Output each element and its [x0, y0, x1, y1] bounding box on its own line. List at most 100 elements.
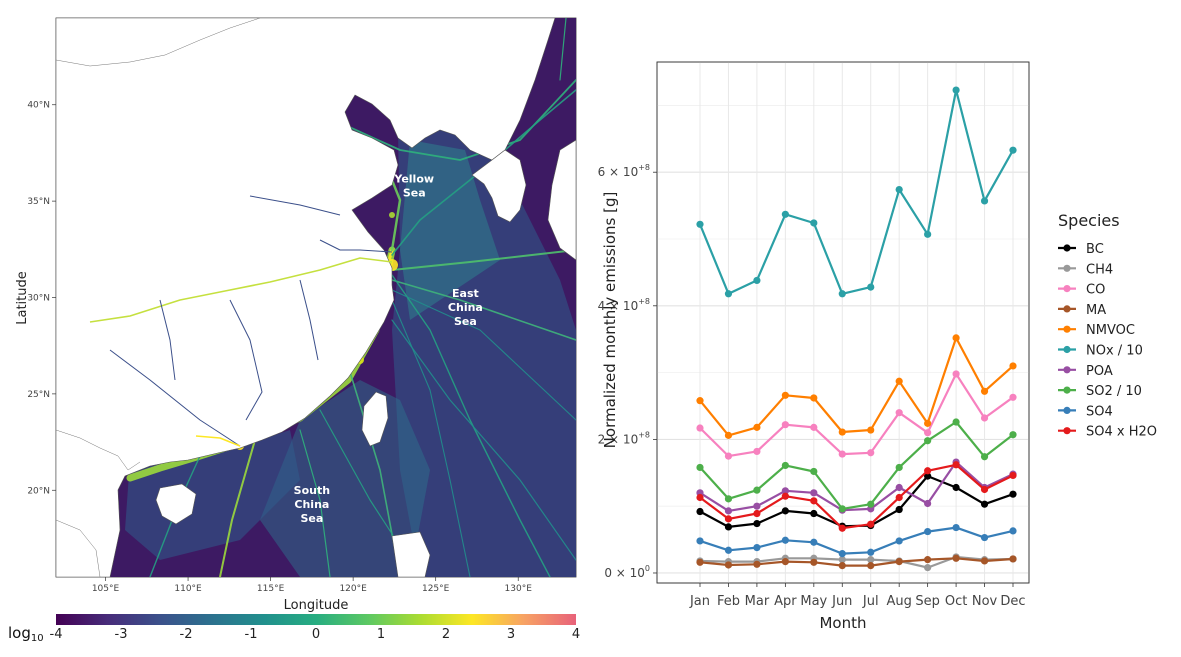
x-tick-label: Aug — [886, 594, 911, 609]
luzon-island — [391, 531, 431, 577]
shipping-route — [391, 274, 551, 577]
country-border-indochina — [56, 519, 101, 577]
shipping-route — [391, 279, 576, 341]
data-point — [781, 210, 789, 218]
data-point — [924, 437, 932, 445]
data-point — [895, 377, 903, 385]
x-tick-label: Jul — [862, 594, 879, 609]
lat-tick-label: 25°N — [27, 390, 50, 400]
data-point — [696, 537, 704, 545]
data-point — [895, 493, 903, 502]
colorbar-label: log10 — [8, 624, 44, 644]
colorbar-tick-label: 1 — [377, 627, 385, 642]
data-point — [924, 419, 932, 427]
shipping-route — [391, 89, 576, 256]
series-co — [696, 370, 1017, 460]
china-mainland — [56, 18, 556, 577]
series-line — [699, 557, 1014, 567]
data-point — [1009, 393, 1017, 401]
data-point — [810, 219, 818, 227]
data-point — [1009, 490, 1017, 498]
data-point — [838, 550, 846, 558]
shipping-route — [391, 249, 576, 271]
legend-key-point — [1063, 325, 1071, 333]
lat-tick-label: 40°N — [27, 101, 50, 111]
data-point — [781, 536, 789, 544]
legend-item: NMVOC — [1058, 323, 1135, 338]
korea-peninsula — [471, 149, 527, 223]
legend-item: NOx / 10 — [1058, 344, 1143, 359]
lon-tick-label: 105°E — [92, 584, 120, 594]
data-point — [924, 556, 932, 564]
hainan-island — [155, 483, 197, 525]
data-point — [838, 562, 846, 570]
data-point — [980, 533, 989, 542]
sea-label: Sea — [403, 187, 426, 200]
legend-key-point — [1063, 285, 1071, 293]
x-tick-label: Oct — [945, 594, 967, 609]
series-line — [699, 461, 1014, 512]
data-point — [781, 487, 789, 495]
series-line — [699, 463, 1014, 530]
chart-plot-border — [656, 61, 1030, 584]
colorbar-tick-label: 2 — [442, 627, 450, 642]
series-line — [699, 336, 1014, 437]
data-point — [838, 556, 846, 564]
legend-label: CO — [1086, 283, 1105, 298]
data-point — [952, 554, 960, 562]
data-point — [810, 467, 818, 476]
x-tick-label: Apr — [774, 594, 797, 609]
sea-label: Sea — [454, 315, 477, 328]
shipping-route — [344, 79, 576, 161]
legend-label: BC — [1086, 242, 1104, 257]
data-point — [838, 450, 846, 458]
data-point — [781, 492, 789, 500]
data-point — [753, 423, 761, 431]
colorbar-tick-label: 3 — [507, 627, 515, 642]
lat-tick-label: 30°N — [27, 294, 50, 304]
y-tick-label: 4 × 10+8 — [598, 297, 650, 313]
lon-tick-label: 115°E — [257, 584, 285, 594]
legend-label: NOx / 10 — [1086, 344, 1143, 359]
y-tick-label: 2 × 10+8 — [598, 430, 650, 446]
data-point — [810, 558, 818, 566]
data-point — [1009, 146, 1017, 154]
data-point — [753, 276, 761, 285]
data-point — [895, 505, 903, 514]
legend-label: MA — [1086, 303, 1106, 318]
x-tick-label: Mar — [745, 594, 770, 609]
data-point — [895, 185, 903, 194]
data-point — [781, 507, 789, 515]
data-point — [924, 499, 932, 508]
data-point — [753, 486, 761, 494]
river — [299, 279, 319, 361]
sea-label: South — [294, 484, 330, 497]
data-point — [753, 509, 761, 518]
data-point — [724, 452, 733, 460]
data-point — [1009, 431, 1017, 439]
legend-item: SO4 x H2O — [1058, 425, 1157, 440]
data-point — [867, 449, 875, 457]
sea-label: Sea — [300, 512, 323, 525]
colorbar-tick-label: -1 — [245, 627, 258, 642]
legend-key-point — [1063, 345, 1071, 354]
data-point — [980, 197, 989, 205]
chart-legend: Species BC CH4 CO MA NMVOC NOx / 10 POA SO2 / 1… — [1058, 211, 1157, 440]
data-point — [924, 527, 932, 536]
data-point — [696, 558, 704, 566]
series-line — [699, 372, 1014, 458]
data-point — [952, 461, 960, 469]
river — [109, 349, 241, 447]
data-point — [1009, 362, 1017, 370]
lon-tick-label: 110°E — [174, 584, 202, 594]
data-point — [810, 538, 818, 546]
x-tick-label: Jun — [831, 594, 852, 609]
x-tick-label: Nov — [972, 594, 998, 609]
colorbar-tick-label: -2 — [180, 627, 193, 642]
legend-item: MA — [1058, 303, 1106, 318]
legend-key-point — [1063, 427, 1071, 435]
legend-item: POA — [1058, 364, 1113, 379]
legend-label: CH4 — [1086, 262, 1113, 277]
shipping-route — [391, 289, 576, 421]
